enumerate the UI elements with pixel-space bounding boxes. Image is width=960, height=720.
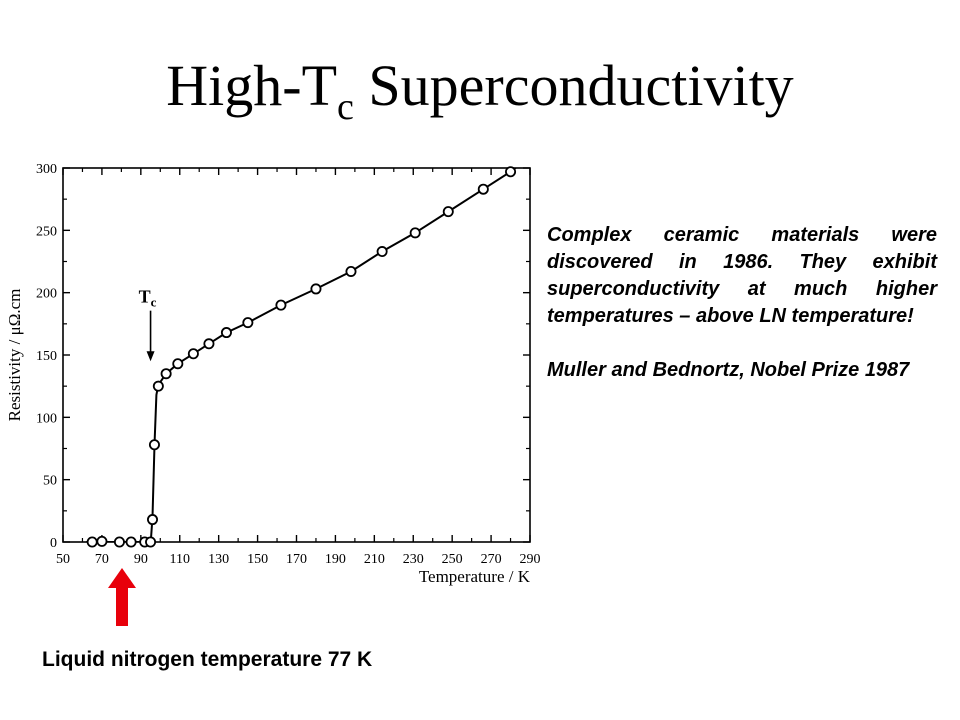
data-point <box>242 317 254 329</box>
data-point <box>345 265 357 277</box>
data-point <box>152 380 164 392</box>
title-rest: Superconductivity <box>353 53 794 118</box>
y-axis-label: Resistivity / μΩ.cm <box>5 289 24 422</box>
x-tick-label: 90 <box>134 552 148 567</box>
x-tick-label: 210 <box>364 552 385 567</box>
x-tick-label: 130 <box>208 552 229 567</box>
resistivity-chart: 50 70 90 110 130 150 170 190 210 230 250 270 2900501… <box>5 162 541 586</box>
y-tick-label: 300 <box>36 162 57 177</box>
x-tick-label: 170 <box>286 552 307 567</box>
data-point <box>220 327 232 339</box>
plot-frame <box>62 167 531 543</box>
data-point <box>147 514 159 526</box>
data-point <box>477 183 489 195</box>
attribution-paragraph: Muller and Bednortz, Nobel Prize 1987 <box>547 359 910 381</box>
description-paragraph: Complex ceramic materials were discovere… <box>547 224 937 327</box>
x-tick-label: 110 <box>170 552 190 567</box>
title-main: High-T <box>166 53 338 118</box>
tc-arrow-head <box>146 351 155 362</box>
y-tick-label: 150 <box>36 349 57 364</box>
y-tick-label: 50 <box>43 474 57 489</box>
data-point <box>145 536 157 548</box>
x-tick-label: 70 <box>95 552 109 567</box>
x-axis-label: Temperature / K <box>419 567 531 586</box>
x-tick-label: 270 <box>481 552 502 567</box>
x-tick-label: 250 <box>442 552 463 567</box>
slide-title: High-Tc Superconductivity <box>0 52 960 129</box>
title-subscript: c <box>337 86 354 128</box>
x-tick-label: 230 <box>403 552 424 567</box>
y-tick-label: 100 <box>36 411 57 426</box>
data-point <box>275 299 287 311</box>
x-tick-label: 150 <box>247 552 268 567</box>
data-point <box>505 166 517 178</box>
data-point <box>172 358 184 370</box>
data-point <box>187 348 199 360</box>
data-point <box>96 535 108 547</box>
data-point <box>113 536 125 548</box>
data-point <box>160 368 172 380</box>
x-tick-label: 190 <box>325 552 346 567</box>
data-point <box>409 227 421 239</box>
y-tick-label: 250 <box>36 224 57 239</box>
description-text: Complex ceramic materials were discovere… <box>547 222 937 411</box>
tc-label: Tc <box>139 287 157 310</box>
data-point <box>376 246 388 258</box>
x-tick-label: 290 <box>520 552 541 567</box>
data-point <box>148 439 160 451</box>
y-tick-label: 200 <box>36 287 57 302</box>
data-point <box>310 283 322 295</box>
up-arrow-icon <box>108 568 136 626</box>
data-point <box>86 536 98 548</box>
data-point <box>203 338 215 350</box>
y-tick-label: 0 <box>50 536 57 551</box>
data-point <box>125 536 137 548</box>
caption-text: Liquid nitrogen temperature 77 K <box>42 648 373 671</box>
x-tick-label: 50 <box>56 552 70 567</box>
resistivity-curve <box>86 168 518 542</box>
data-point <box>442 206 454 218</box>
